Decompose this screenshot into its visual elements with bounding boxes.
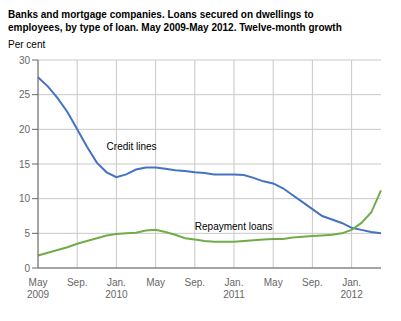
svg-text:10: 10 (19, 193, 31, 204)
svg-text:May2009: May2009 (27, 277, 50, 300)
html-text:Per cent: Per cent (8, 39, 46, 50)
svg-text:Credit lines: Credit lines (107, 141, 157, 152)
svg-text:5: 5 (24, 228, 30, 239)
svg-text:20: 20 (19, 124, 31, 135)
svg-text:Repayment loans: Repayment loans (195, 221, 273, 232)
svg-text:25: 25 (19, 89, 31, 100)
svg-text:May: May (146, 277, 165, 288)
svg-text:30: 30 (19, 55, 31, 66)
svg-text:Jan.2012: Jan.2012 (340, 277, 363, 300)
svg-text:0: 0 (24, 263, 30, 274)
svg-text:May: May (264, 277, 283, 288)
html-text:Banks and mortgage companies.: Banks and mortgage companies. Loans secu… (8, 9, 342, 33)
svg-text:Sep.: Sep. (302, 277, 323, 288)
svg-text:Sep.: Sep. (185, 277, 206, 288)
svg-text:Jan.2010: Jan.2010 (105, 277, 128, 300)
svg-text:Sep.: Sep. (67, 277, 88, 288)
svg-text:15: 15 (19, 159, 31, 170)
svg-text:Jan.2011: Jan.2011 (223, 277, 245, 300)
